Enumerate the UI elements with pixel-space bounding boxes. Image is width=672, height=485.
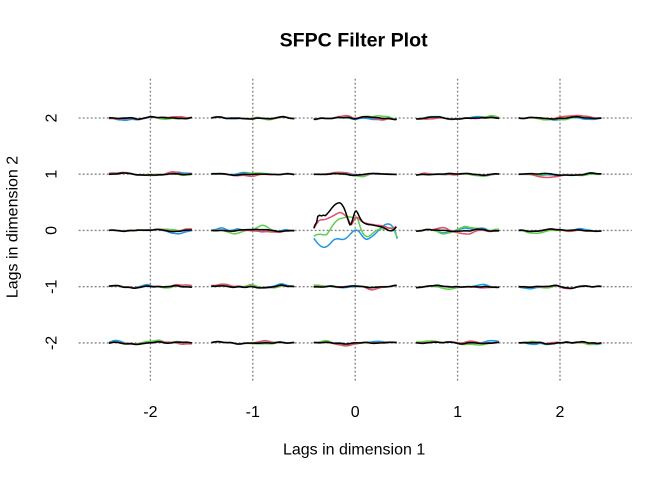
svg-text:SFPC Filter Plot: SFPC Filter Plot [280, 30, 429, 52]
svg-text:-2: -2 [143, 404, 157, 421]
svg-text:0: 0 [43, 226, 60, 235]
svg-text:1: 1 [43, 170, 60, 179]
svg-text:-2: -2 [43, 336, 60, 350]
svg-text:Lags in dimension 2: Lags in dimension 2 [5, 156, 22, 298]
svg-text:1: 1 [453, 404, 462, 421]
svg-text:-1: -1 [246, 404, 260, 421]
svg-text:0: 0 [351, 404, 360, 421]
svg-text:Lags in dimension 1: Lags in dimension 1 [283, 442, 425, 459]
svg-text:-1: -1 [43, 279, 60, 293]
svg-text:2: 2 [556, 404, 565, 421]
svg-text:2: 2 [43, 113, 60, 122]
